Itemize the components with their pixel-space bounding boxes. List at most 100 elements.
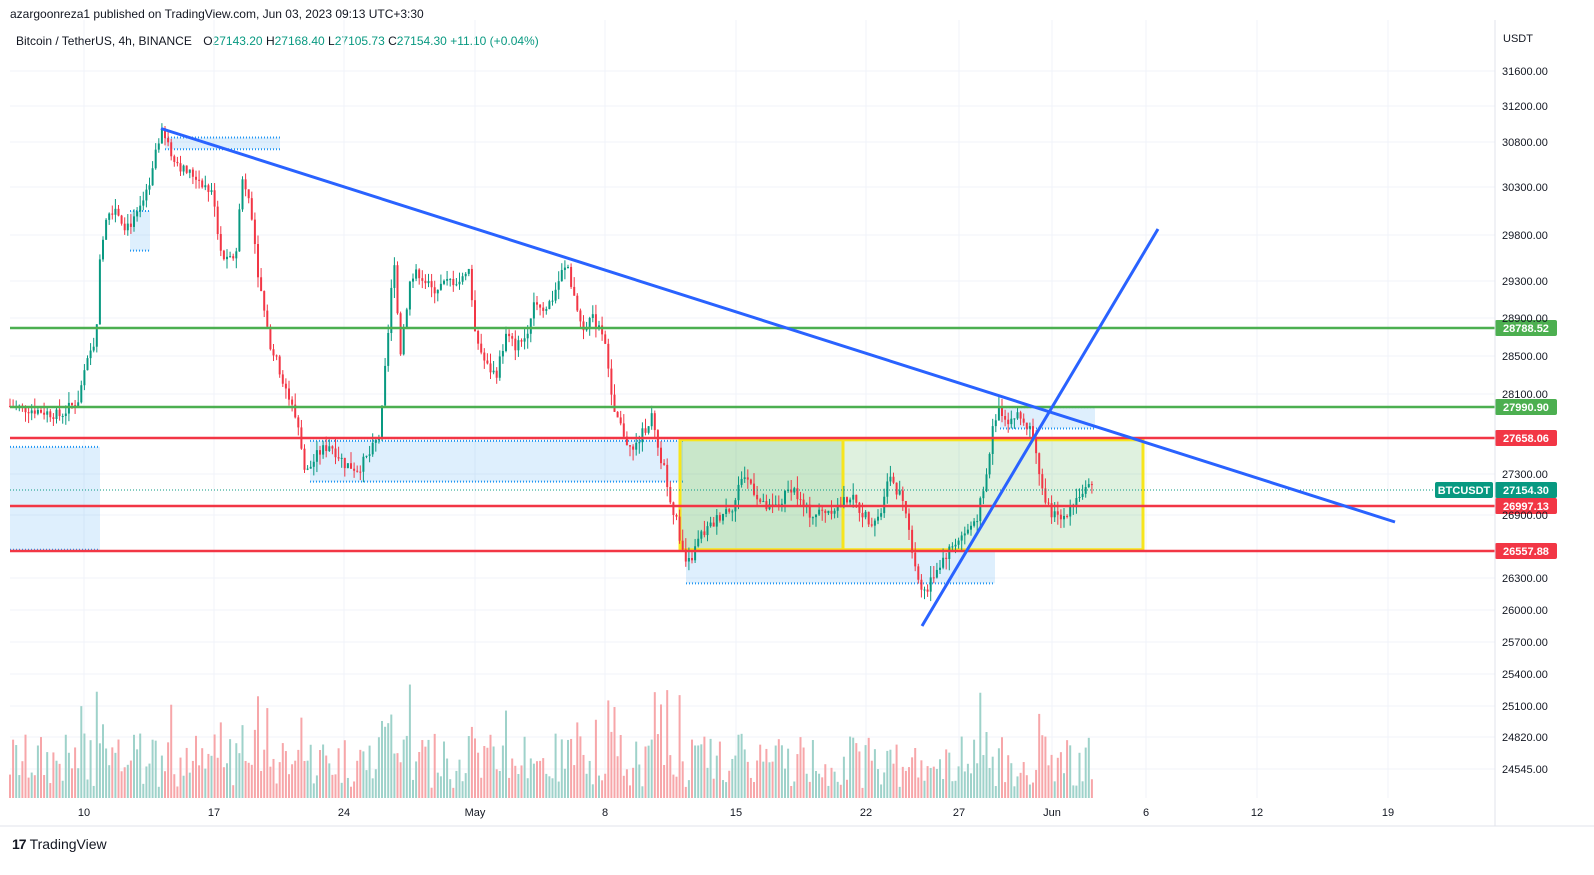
candle-body bbox=[216, 206, 219, 235]
candle-body bbox=[142, 200, 145, 206]
volume-bar bbox=[21, 761, 24, 798]
candle-body bbox=[102, 239, 104, 260]
candle-body bbox=[625, 436, 628, 446]
candle-body bbox=[613, 394, 616, 412]
volume-bar bbox=[458, 759, 461, 798]
volume-bar bbox=[678, 695, 681, 798]
ascending-trendline bbox=[920, 228, 1160, 627]
candle-body bbox=[114, 208, 117, 215]
candle-body bbox=[697, 538, 700, 547]
blue-zone-high bbox=[165, 137, 280, 150]
candle-body bbox=[824, 510, 827, 514]
volume-bar bbox=[954, 780, 957, 798]
volume-bar bbox=[886, 750, 889, 798]
candle-body bbox=[669, 487, 672, 503]
candle-body bbox=[551, 300, 554, 302]
candle-body bbox=[164, 128, 166, 139]
volume-bar bbox=[179, 757, 182, 798]
candle-body bbox=[539, 304, 542, 308]
volume-bar bbox=[579, 736, 582, 798]
candle-body bbox=[390, 287, 393, 333]
volume-bar bbox=[80, 706, 83, 798]
level-price-label: 27658.06 bbox=[1503, 433, 1549, 445]
candle-body bbox=[520, 340, 523, 342]
volume-bar bbox=[303, 760, 306, 798]
volume-bar bbox=[883, 772, 886, 798]
candle-body bbox=[889, 476, 892, 482]
y-tick-label: 26300.00 bbox=[1502, 573, 1548, 585]
candle-body bbox=[461, 276, 464, 282]
candle-body bbox=[836, 504, 839, 511]
candle-body bbox=[384, 365, 387, 406]
candle-body bbox=[545, 309, 548, 311]
candle-body bbox=[312, 461, 315, 467]
volume-bar bbox=[83, 733, 86, 798]
candle-body bbox=[579, 310, 582, 322]
volume-bar bbox=[511, 758, 514, 798]
volume-bar bbox=[787, 748, 790, 798]
volume-bar bbox=[957, 766, 960, 798]
volume-bar bbox=[452, 787, 455, 798]
volume-bar bbox=[222, 767, 225, 798]
volume-bar bbox=[898, 786, 901, 798]
candle-body bbox=[464, 273, 467, 277]
candle-body bbox=[89, 350, 92, 359]
volume-bar bbox=[545, 773, 548, 798]
candle-body bbox=[359, 471, 362, 473]
volume-bar bbox=[213, 734, 216, 798]
candle-body bbox=[529, 318, 532, 334]
volume-bar bbox=[501, 745, 504, 798]
volume-bar bbox=[322, 744, 325, 798]
candle-body bbox=[948, 546, 951, 560]
last-price-label: 27154.30 bbox=[1503, 485, 1549, 497]
volume-bar bbox=[1090, 779, 1093, 798]
candle-body bbox=[886, 481, 889, 497]
volume-bar bbox=[278, 762, 281, 798]
volume-bar bbox=[247, 762, 250, 798]
y-tick-label: 26900.00 bbox=[1502, 510, 1548, 522]
candle-body bbox=[43, 412, 46, 415]
volume-bar bbox=[250, 764, 253, 798]
volume-bar bbox=[687, 780, 690, 798]
candle-body bbox=[635, 442, 638, 450]
candle-body bbox=[241, 179, 244, 210]
volume-bar bbox=[142, 783, 145, 798]
volume-bar bbox=[604, 773, 607, 798]
volume-bar bbox=[260, 770, 263, 798]
candle-body bbox=[846, 497, 848, 503]
volume-bar bbox=[449, 779, 452, 798]
symbol-legend[interactable]: Bitcoin / TetherUS, 4h, BINANCE O27143.2… bbox=[16, 34, 539, 48]
candle-body bbox=[1035, 438, 1038, 454]
tradingview-brand[interactable]: 17 TradingView bbox=[12, 836, 107, 852]
volume-bar bbox=[805, 773, 808, 798]
candle-body bbox=[901, 490, 904, 501]
x-tick-label: 22 bbox=[860, 807, 872, 819]
volume-bar bbox=[396, 753, 399, 798]
volume-bar bbox=[269, 766, 272, 798]
candle-body bbox=[650, 413, 653, 427]
candle-body bbox=[449, 279, 452, 281]
volume-bar bbox=[802, 747, 805, 798]
volume-bar bbox=[771, 761, 774, 798]
candle-body bbox=[402, 327, 405, 355]
candle-body bbox=[126, 223, 129, 231]
volume-bar bbox=[495, 769, 498, 798]
volume-bar bbox=[1007, 755, 1010, 798]
volume-bar bbox=[870, 760, 873, 798]
volume-bar bbox=[560, 739, 563, 798]
candle-body bbox=[610, 368, 613, 395]
volume-bar bbox=[762, 761, 765, 798]
candle-body bbox=[1001, 407, 1003, 417]
volume-bar bbox=[461, 781, 464, 798]
candle-body bbox=[756, 494, 759, 500]
candle-body bbox=[790, 489, 793, 493]
volume-bar bbox=[1001, 737, 1003, 798]
candle-body bbox=[672, 502, 675, 515]
volume-bar bbox=[117, 739, 120, 798]
volume-bar bbox=[548, 776, 551, 798]
volume-bar bbox=[151, 739, 154, 798]
volume-bar bbox=[582, 754, 585, 798]
candle-body bbox=[929, 577, 932, 592]
volume-bar bbox=[917, 777, 920, 798]
